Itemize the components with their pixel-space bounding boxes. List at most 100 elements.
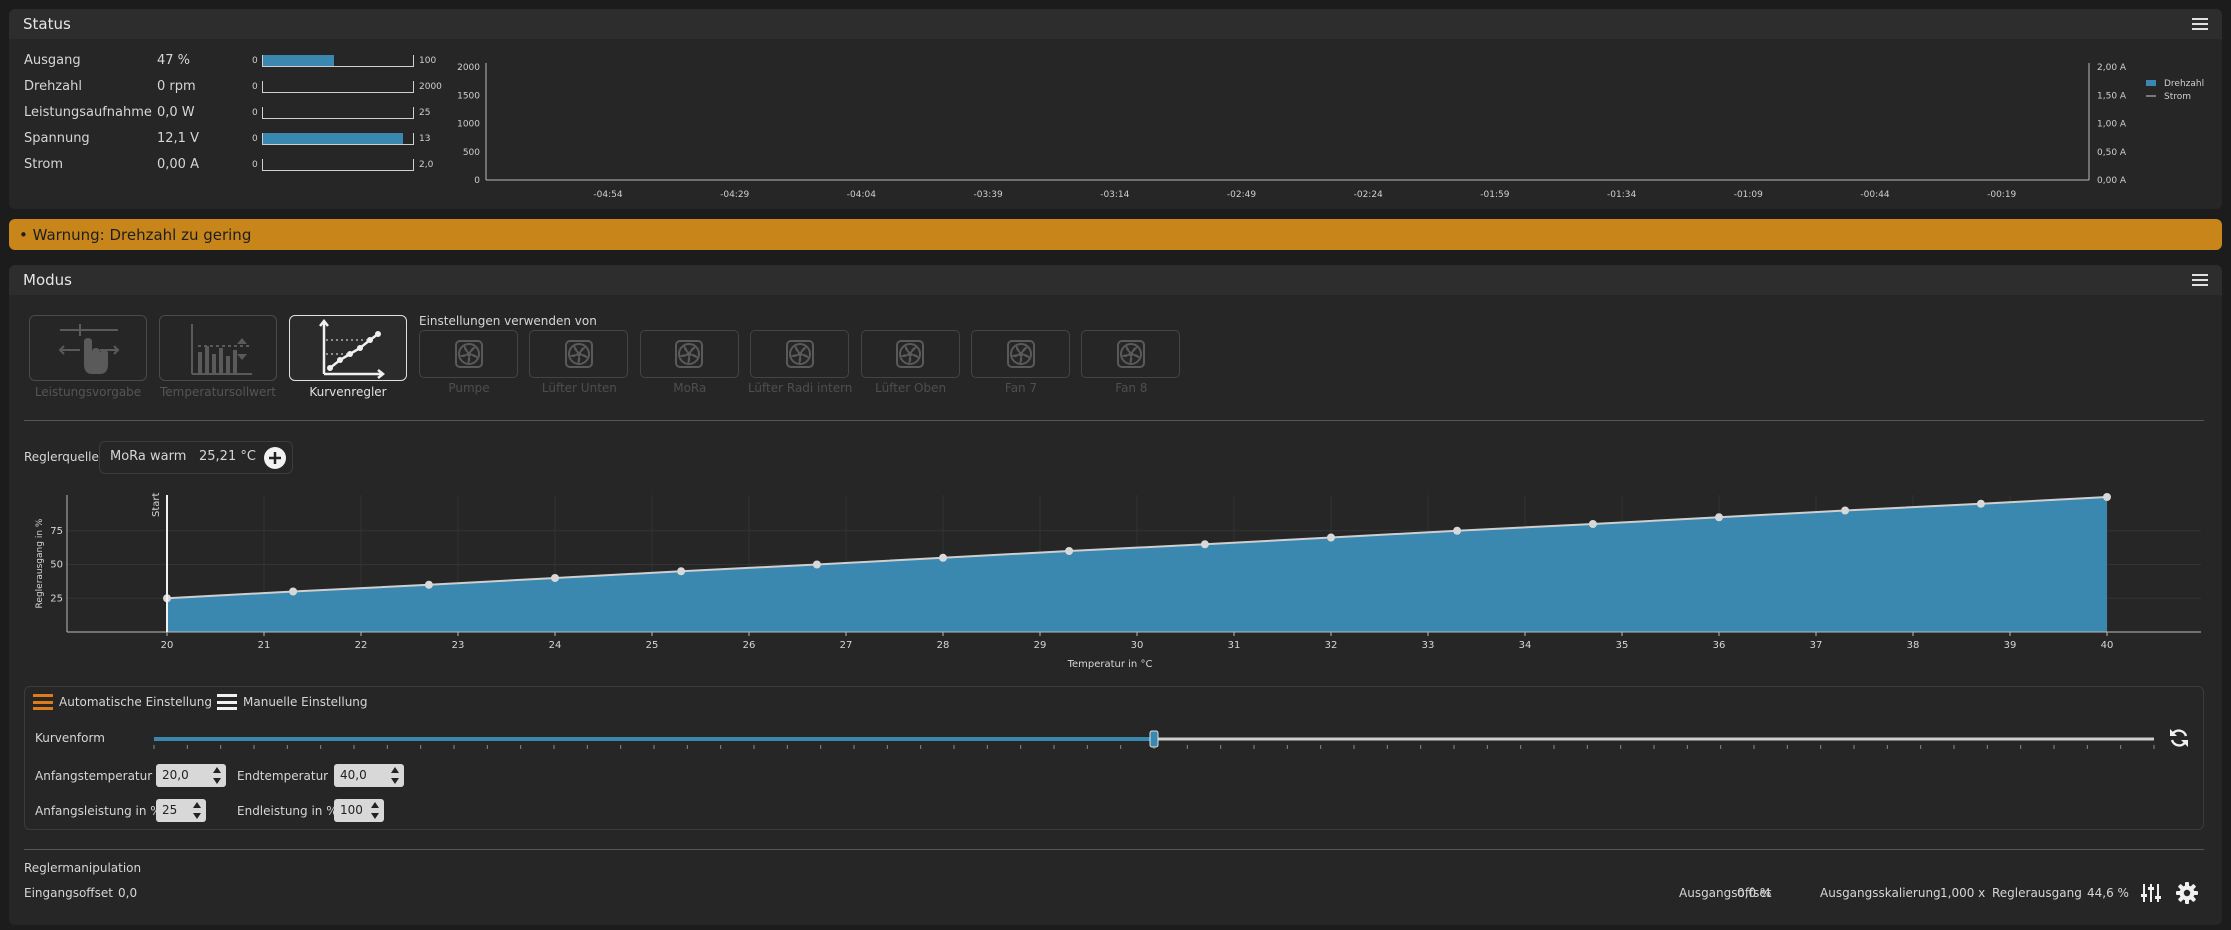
y-tick-label: 50 bbox=[50, 560, 63, 571]
status-bar bbox=[262, 55, 414, 67]
fan-button[interactable] bbox=[639, 330, 739, 378]
curve-shape-slider[interactable] bbox=[150, 725, 2160, 755]
status-label: Ausgang bbox=[24, 53, 81, 68]
fan-button[interactable] bbox=[971, 330, 1070, 378]
x-tick-label: 38 bbox=[1907, 640, 1920, 651]
x-tick-label: 34 bbox=[1519, 640, 1532, 651]
end-power-label: Endleistung in % bbox=[237, 804, 338, 818]
end-power-spinner[interactable]: 100 bbox=[334, 799, 384, 822]
fan-button[interactable] bbox=[419, 330, 518, 378]
right-tick-label: 1,00 A bbox=[2097, 120, 2127, 130]
x-tick-label: -01:59 bbox=[1480, 190, 1509, 199]
x-tick-label: 25 bbox=[646, 640, 659, 651]
x-tick-label: -02:49 bbox=[1227, 190, 1256, 199]
x-tick-label: 37 bbox=[1810, 640, 1823, 651]
status-max: 25 bbox=[419, 108, 431, 118]
fan-button[interactable] bbox=[529, 330, 629, 378]
curve-point bbox=[677, 567, 686, 576]
status-value: 0,00 A bbox=[157, 157, 199, 172]
spinner-arrows-icon[interactable] bbox=[370, 801, 380, 820]
spinner-arrows-icon[interactable] bbox=[212, 766, 222, 785]
status-value: 0,0 W bbox=[157, 105, 195, 120]
x-tick-label: 39 bbox=[2004, 640, 2017, 651]
curve-area bbox=[167, 497, 2107, 632]
left-tick-label: 0 bbox=[474, 176, 480, 186]
status-label: Strom bbox=[24, 157, 64, 172]
right-tick-label: 0,50 A bbox=[2097, 148, 2127, 158]
mode-button-kurvenregler[interactable] bbox=[289, 315, 407, 381]
modus-divider-bottom bbox=[24, 849, 2204, 850]
warning-banner: • Warnung: Drehzahl zu gering bbox=[9, 219, 2222, 250]
start-label: Start bbox=[151, 492, 162, 517]
curve-icon bbox=[319, 318, 386, 379]
status-value: 47 % bbox=[157, 53, 191, 68]
left-tick-label: 1000 bbox=[457, 120, 480, 130]
warning-text: • Warnung: Drehzahl zu gering bbox=[19, 225, 252, 244]
source-chip[interactable]: MoRa warm 25,21 °C bbox=[99, 441, 293, 474]
fan-icon bbox=[896, 340, 925, 368]
y-axis-label: Reglerausgang in % bbox=[35, 518, 45, 608]
start-temp-spinner[interactable]: 20,0 bbox=[156, 764, 226, 787]
status-bar bbox=[262, 81, 414, 93]
fan-button[interactable] bbox=[1081, 330, 1181, 378]
x-tick-label: 21 bbox=[258, 640, 271, 651]
left-tick-label: 1500 bbox=[457, 91, 480, 101]
curve-settings-panel: Automatische Einstellung Manuelle Einste… bbox=[24, 686, 2204, 830]
x-axis-label: Temperatur in °C bbox=[1067, 659, 1153, 670]
start-power-value: 25 bbox=[162, 803, 178, 817]
status-value: 0 rpm bbox=[157, 79, 196, 94]
x-tick-label: -01:09 bbox=[1734, 190, 1763, 199]
mode-button-temperatursollwert[interactable] bbox=[159, 315, 277, 381]
x-tick-label: 33 bbox=[1422, 640, 1435, 651]
auto-menu-icon bbox=[33, 694, 53, 710]
status-bar bbox=[262, 133, 414, 145]
y-tick-label: 25 bbox=[50, 593, 63, 604]
spinner-arrows-icon[interactable] bbox=[192, 801, 202, 820]
output-scale-value: 1,000 x bbox=[1940, 886, 1986, 900]
slider-handle bbox=[1149, 730, 1159, 748]
bar-target-icon bbox=[191, 324, 252, 375]
status-min: 0 bbox=[252, 82, 258, 92]
auto-setting-label: Automatische Einstellung bbox=[59, 695, 212, 709]
end-temp-spinner[interactable]: 40,0 bbox=[334, 764, 404, 787]
start-power-label: Anfangsleistung in % bbox=[35, 804, 162, 818]
source-label: Reglerquelle bbox=[24, 450, 99, 464]
equalizer-icon[interactable] bbox=[2140, 882, 2162, 904]
start-power-spinner[interactable]: 25 bbox=[156, 799, 206, 822]
status-chart: 2000 1500 1000 500 0 2,00 A 1,50 A 1,00 A 0,50 A… bbox=[457, 63, 2204, 199]
fan-button[interactable] bbox=[860, 330, 960, 378]
fan-icon bbox=[454, 340, 483, 368]
x-tick-label: -04:29 bbox=[720, 190, 749, 199]
status-row: Drehzahl 0 rpm 0 2000 bbox=[24, 77, 444, 97]
status-min: 0 bbox=[252, 160, 258, 170]
curve-point bbox=[1715, 513, 1723, 522]
right-tick-label: 0,00 A bbox=[2097, 176, 2127, 186]
add-icon[interactable] bbox=[263, 446, 287, 470]
status-label: Drehzahl bbox=[24, 79, 82, 94]
curve-point bbox=[939, 553, 947, 562]
spinner-arrows-icon[interactable] bbox=[390, 766, 400, 785]
legend-label: Strom bbox=[2164, 92, 2191, 102]
mode-label-kurvenregler: Kurvenregler bbox=[309, 385, 387, 399]
curve-point bbox=[1200, 540, 1209, 549]
fan-icon bbox=[785, 340, 814, 368]
mode-button-leistungsvorgabe[interactable] bbox=[29, 315, 147, 381]
curve-point bbox=[812, 560, 821, 569]
x-tick-label: 23 bbox=[452, 640, 465, 651]
status-title: Status bbox=[23, 15, 71, 33]
status-row: Leistungsaufnahme 0,0 W 0 25 bbox=[24, 103, 444, 123]
status-menu-icon[interactable] bbox=[2192, 18, 2208, 30]
x-tick-label: 28 bbox=[937, 640, 950, 651]
fan-label: Lüfter Radi intern bbox=[747, 381, 853, 395]
curve-point bbox=[1327, 533, 1335, 542]
x-tick-label: 29 bbox=[1034, 640, 1047, 651]
mode-label-leistungsvorgabe: Leistungsvorgabe bbox=[34, 385, 142, 399]
left-tick-label: 2000 bbox=[457, 63, 480, 73]
fan-button[interactable] bbox=[750, 330, 850, 378]
modus-menu-icon[interactable] bbox=[2192, 274, 2208, 286]
reset-icon[interactable] bbox=[2167, 726, 2191, 750]
status-row: Ausgang 47 % 0 100 bbox=[24, 51, 444, 71]
status-bar bbox=[262, 159, 414, 171]
slider-hand-icon bbox=[58, 324, 120, 374]
settings-gear-icon[interactable] bbox=[2175, 881, 2199, 905]
